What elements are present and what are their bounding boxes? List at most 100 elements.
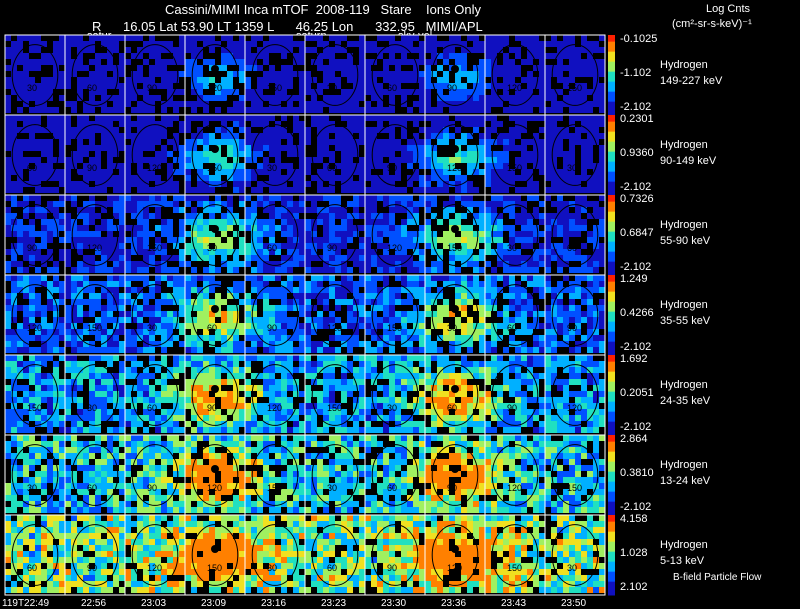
colorbar-max: 1.249: [620, 273, 648, 285]
contour-label: 60: [87, 83, 97, 93]
contour-label: 60: [447, 403, 457, 413]
contour-label: 60: [507, 323, 517, 333]
contour-label: 120: [147, 563, 162, 573]
colorbar-step: [608, 88, 615, 93]
colorbar-step: [608, 311, 615, 316]
colorbar-step: [608, 178, 615, 183]
colorbar-step: [608, 348, 615, 353]
contour-label: 30: [567, 563, 577, 573]
colorbar-step: [608, 481, 615, 486]
contour-ring: [71, 524, 119, 586]
colorbar-step: [608, 91, 615, 96]
contour-label: 30: [267, 563, 277, 573]
contour-label: 60: [147, 403, 157, 413]
colorbar-step: [608, 128, 615, 133]
colorbar-step: [608, 101, 615, 106]
colorbar-step: [608, 568, 615, 573]
contour-label: 120: [507, 83, 522, 93]
colorbar-mid: 0.3810: [620, 467, 654, 479]
colorbar-min: -2.102: [620, 501, 652, 513]
colorbar-step: [608, 361, 615, 366]
colorbar-step: [608, 318, 615, 323]
colorbar-step: [608, 461, 615, 466]
contour-ring: [311, 364, 359, 426]
colorbar-step: [608, 131, 615, 136]
contour-ring: [491, 284, 539, 346]
contour-ring: [431, 364, 479, 426]
colorbar-step: [608, 61, 615, 66]
colorbar-step: [608, 198, 615, 203]
contour-ring: [431, 444, 479, 506]
colorbar-step: [608, 35, 615, 39]
contour-ring: [251, 444, 299, 506]
contour-ring: [431, 124, 479, 186]
colorbar-step: [608, 148, 615, 153]
colorbar-step: [608, 428, 615, 433]
colorbar-step: [608, 448, 615, 453]
colorbar-step: [608, 538, 615, 543]
contour-label: 150: [507, 163, 522, 173]
colorbar-step: [608, 531, 615, 536]
colorbar-max: 0.2301: [620, 113, 654, 125]
contour-ring: [371, 124, 419, 186]
colorbar-step: [608, 541, 615, 546]
contour-label: 120: [567, 403, 582, 413]
band-species: Hydrogen: [660, 219, 708, 231]
colorbar-step: [608, 81, 615, 86]
colorbar-step: [608, 98, 615, 103]
contour-ring: [131, 204, 179, 266]
contour-ring: [551, 364, 599, 426]
center-marker: [211, 545, 219, 553]
contour-ring: [551, 124, 599, 186]
contour-ring: [11, 124, 59, 186]
time-label: 23:03: [141, 598, 167, 609]
colorbar-step: [608, 65, 615, 69]
colorbar-step: [608, 165, 615, 169]
colorbar-step: [608, 68, 615, 73]
colorbar-step: [608, 488, 615, 493]
colorbar-step: [608, 445, 615, 449]
contour-ring: [371, 364, 419, 426]
colorbar-step: [608, 491, 615, 496]
contour-label: 150: [567, 83, 582, 93]
colorbar-step: [608, 365, 615, 369]
contour-ring: [11, 284, 59, 346]
contour-label: 30: [327, 483, 337, 493]
colorbar-step: [608, 535, 615, 539]
contour-ring: [431, 524, 479, 586]
colorbar-step: [608, 238, 615, 243]
contour-ring: [371, 444, 419, 506]
contour-label: 120: [447, 563, 462, 573]
colorbar-step: [608, 125, 615, 129]
contour-label: 60: [567, 243, 577, 253]
colorbar-step: [608, 475, 615, 479]
band-species: Hydrogen: [660, 539, 708, 551]
contour-label: 150: [447, 243, 462, 253]
colorbar-step: [608, 501, 615, 506]
colorbar-step: [608, 218, 615, 223]
colorbar-step: [608, 121, 615, 126]
band-5: 30 60 90 120 150 30 60 90 120 150: [5, 435, 605, 513]
colorbar-step: [608, 175, 615, 179]
colorbar-step: [608, 308, 615, 313]
colorbar-mid: 0.2051: [620, 387, 654, 399]
contour-ring: [71, 204, 119, 266]
colorbar-step: [608, 368, 615, 373]
colorbar-step: [608, 388, 615, 393]
colorbar-step: [608, 215, 615, 219]
colorbar-step: [608, 518, 615, 523]
contour-ring: [251, 284, 299, 346]
colorbar-step: [608, 45, 615, 49]
contour-label: 150: [27, 403, 42, 413]
colorbar-step: [608, 478, 615, 483]
center-marker: [451, 545, 459, 553]
colorbar-step: [608, 155, 615, 159]
colorbar-step: [608, 418, 615, 423]
contour-label: 150: [207, 163, 222, 173]
colorbar-step: [608, 565, 615, 569]
band-energy: 149-227 keV: [660, 75, 723, 87]
colorbar-step: [608, 561, 615, 566]
contour-ring: [551, 284, 599, 346]
colorbar-step: [608, 78, 615, 83]
contour-ring: [491, 204, 539, 266]
